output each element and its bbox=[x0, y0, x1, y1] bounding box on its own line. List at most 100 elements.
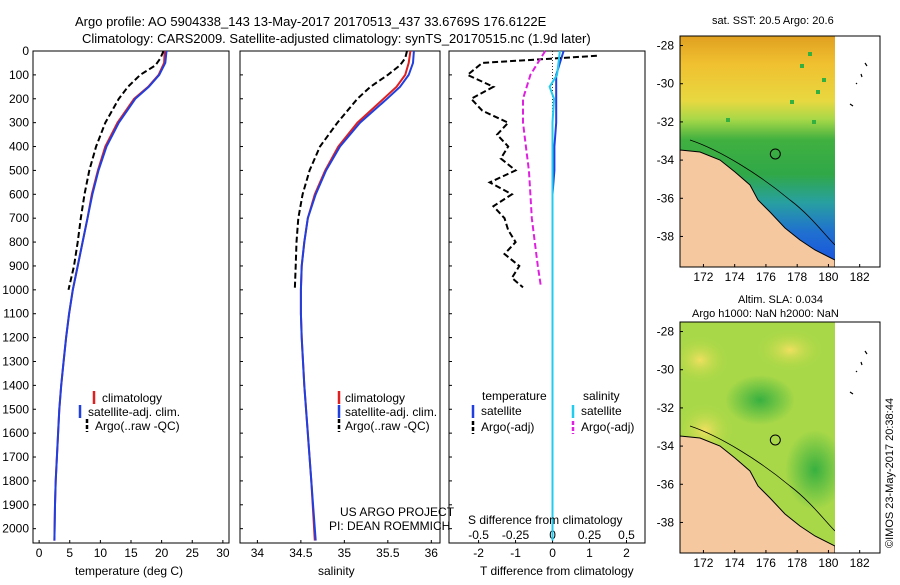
difference-xlabel-T: T difference from climatology bbox=[480, 564, 634, 578]
x-tick-label: 15 bbox=[124, 546, 138, 560]
depth-axis: 0 100 200 300 400 500 600 700 800 900 1000 1100 1200… bbox=[2, 44, 452, 536]
argo-location-marker bbox=[769, 148, 781, 160]
depth-tick-label: 1700 bbox=[2, 450, 29, 464]
x-tick-label-s: -0.5 bbox=[468, 528, 489, 542]
x-tick-label: 0 bbox=[36, 546, 43, 560]
sla-high-2 bbox=[755, 328, 825, 372]
map-x-tick-label: 176 bbox=[756, 270, 776, 284]
legend-t-satellite-label: satellite bbox=[481, 404, 522, 418]
legend-salinity-header: salinity bbox=[583, 389, 620, 403]
depth-tick-label: 1200 bbox=[2, 331, 29, 345]
x-tick-label: 35 bbox=[338, 546, 352, 560]
map-x-tick-label: 182 bbox=[850, 270, 870, 284]
x-tick-label-s: 0.25 bbox=[578, 528, 602, 542]
map-y-tick-label: -30 bbox=[657, 363, 675, 377]
map-x-tick-label: 180 bbox=[818, 270, 838, 284]
map-y-tick-label: -28 bbox=[657, 39, 675, 53]
legend-climatology-label: climatology bbox=[102, 391, 162, 405]
depth-tick-label: 600 bbox=[9, 187, 29, 201]
salinity-series-satellite-adj-clim bbox=[299, 50, 415, 541]
depth-tick-label: 2000 bbox=[2, 522, 29, 536]
map-x-tick-label: 178 bbox=[787, 270, 807, 284]
sst-map-field bbox=[680, 36, 835, 267]
sst-speck bbox=[816, 90, 820, 94]
depth-tick-label: 1000 bbox=[2, 283, 29, 297]
sst-map-title: sat. SST: 20.5 Argo: 20.6 bbox=[712, 15, 834, 27]
depth-tick-label: 500 bbox=[9, 163, 29, 177]
profile-series bbox=[53, 50, 597, 541]
map-x-tick-label: 172 bbox=[693, 270, 713, 284]
difference-series-salinity-satellite bbox=[548, 50, 561, 541]
map-y-tick-label: -32 bbox=[657, 401, 675, 415]
depth-tick-label: 1400 bbox=[2, 378, 29, 392]
salinity-panel-frame bbox=[239, 50, 441, 544]
bathymetry-contour bbox=[689, 139, 835, 246]
x-tick-label-s: 0.5 bbox=[618, 528, 635, 542]
imos-stamp: ©IMOS 23-May-2017 20:38:44 bbox=[884, 398, 896, 548]
x-tick-label: 5 bbox=[66, 546, 73, 560]
sst-speck bbox=[790, 100, 794, 104]
legend-argo-label: Argo(..raw -QC) bbox=[345, 419, 430, 433]
x-tick-label: 10 bbox=[94, 546, 108, 560]
map-y-tick-label: -34 bbox=[657, 439, 675, 453]
temperature-series-satellite-adj-clim bbox=[53, 50, 168, 541]
sla-low-3 bbox=[785, 430, 835, 510]
sst-speck bbox=[812, 120, 816, 124]
salinity-x-axis: 34 34.5 35 35.5 36 bbox=[251, 540, 438, 560]
legend-t-argo-label: Argo(-adj) bbox=[481, 420, 534, 434]
map-y-tick-label: -38 bbox=[657, 515, 675, 529]
sla-map-frame bbox=[679, 321, 881, 554]
x-tick-label: 35.5 bbox=[376, 546, 400, 560]
legend-s-argo-label: Argo(-adj) bbox=[581, 420, 634, 434]
sla-map-field bbox=[680, 322, 835, 553]
difference-panel-frame bbox=[448, 50, 646, 544]
salinity-series-climatology bbox=[299, 50, 412, 541]
map-y-tick-label: -30 bbox=[657, 77, 675, 91]
x-tick-label: 25 bbox=[186, 546, 200, 560]
difference-xlabel-S: S difference from climatology bbox=[468, 513, 623, 527]
sst-speck bbox=[800, 64, 804, 68]
temperature-panel-frame bbox=[32, 50, 230, 544]
x-tick-label-s: -0.25 bbox=[502, 528, 530, 542]
sla-low-1 bbox=[725, 375, 795, 425]
map-x-tick-label: 178 bbox=[787, 556, 807, 570]
depth-tick-label: 900 bbox=[9, 259, 29, 273]
temperature-xlabel: temperature (deg C) bbox=[75, 564, 183, 578]
land-north-island bbox=[680, 435, 835, 553]
x-tick-label: -1 bbox=[510, 546, 521, 560]
salinity-xlabel: salinity bbox=[318, 564, 355, 578]
x-tick-label: 30 bbox=[216, 546, 230, 560]
land-north-island bbox=[680, 149, 835, 267]
depth-tick-label: 1500 bbox=[2, 402, 29, 416]
depth-tick-label: 0 bbox=[22, 44, 29, 58]
depth-tick-label: 1800 bbox=[2, 474, 29, 488]
credit-project: US ARGO PROJECT bbox=[340, 505, 455, 519]
depth-tick-label: 1600 bbox=[2, 426, 29, 440]
islands bbox=[849, 62, 868, 107]
sst-map-blank bbox=[835, 36, 880, 267]
header-line2: Climatology: CARS2009. Satellite-adjuste… bbox=[82, 31, 591, 46]
difference-series-salinity-argo-adj bbox=[522, 50, 547, 286]
map-y-tick-label: -32 bbox=[657, 115, 675, 129]
x-tick-label: 0 bbox=[549, 546, 556, 560]
sst-speck bbox=[808, 52, 812, 56]
depth-tick-label: 200 bbox=[9, 92, 29, 106]
x-tick-label: -2 bbox=[473, 546, 484, 560]
salinity-legend: climatology satellite-adj. clim. Argo(..… bbox=[337, 391, 437, 433]
map-x-tick-label: 176 bbox=[756, 556, 776, 570]
difference-x-axis: -2 -1 0 1 2-0.5 -0.25 0 0.25 0.5 bbox=[468, 528, 635, 560]
map-x-tick-label: 174 bbox=[725, 270, 745, 284]
x-tick-label: 2 bbox=[623, 546, 630, 560]
temperature-legend: climatology satellite-adj. clim. Argo(..… bbox=[78, 391, 180, 433]
temperature-series-argo-raw-qc bbox=[67, 50, 165, 291]
sla-map-blank bbox=[835, 322, 880, 553]
islands bbox=[849, 350, 868, 395]
difference-series-temperature-satellite bbox=[551, 50, 565, 314]
map-y-tick-label: -34 bbox=[657, 153, 675, 167]
sst-map-frame bbox=[679, 35, 881, 268]
sst-map-axes: 172 174 176 178 180 182 -28 -30 -32 -34 -36 -38 bbox=[657, 39, 870, 284]
depth-tick-label: 800 bbox=[9, 235, 29, 249]
legend-s-satellite-label: satellite bbox=[581, 404, 622, 418]
